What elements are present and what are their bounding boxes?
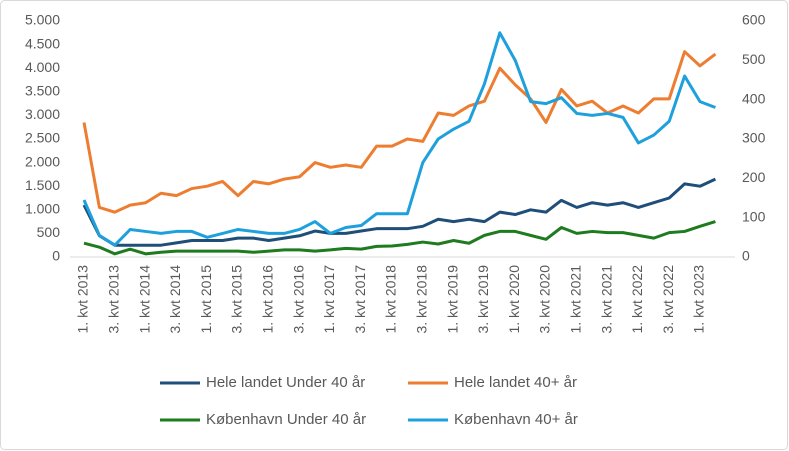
x-tick-label: 3. kvt 2014 — [167, 265, 183, 334]
x-tick-label: 3. kvt 2016 — [290, 265, 306, 334]
y-tick-label: 0 — [52, 248, 60, 264]
x-tick-label: 1. kvt 2018 — [383, 265, 399, 334]
legend-label: Hele landet Under 40 år — [206, 374, 365, 391]
y-tick-label: 1.000 — [25, 201, 60, 217]
x-tick-label: 1. kvt 2014 — [136, 265, 152, 334]
y2-tick-label: 500 — [742, 51, 766, 67]
x-tick-label: 1. kvt 2023 — [691, 265, 707, 334]
y-tick-label: 4.000 — [25, 59, 60, 75]
x-tick-label: 3. kvt 2018 — [414, 265, 430, 334]
y-tick-label: 2.500 — [25, 130, 60, 146]
x-tick-label: 1. kvt 2021 — [568, 265, 584, 334]
series-line — [82, 177, 717, 247]
x-tick-label: 1. kvt 2013 — [75, 265, 91, 334]
y-tick-label: 1.500 — [25, 177, 60, 193]
series-line — [82, 31, 716, 247]
y2-tick-label: 100 — [742, 208, 766, 224]
x-tick-label: 1. kvt 2022 — [629, 265, 645, 334]
x-tick-label: 1. kvt 2020 — [506, 265, 522, 334]
legend-label: Hele landet 40+ år — [454, 374, 577, 391]
y-tick-label: 2.000 — [25, 153, 60, 169]
y-tick-label: 5.000 — [25, 12, 60, 28]
x-tick-label: 3. kvt 2017 — [352, 265, 368, 334]
x-tick-label: 1. kvt 2019 — [444, 265, 460, 334]
y2-tick-label: 400 — [742, 90, 766, 106]
y-tick-label: 500 — [37, 224, 61, 240]
x-tick-label: 3. kvt 2020 — [537, 265, 553, 334]
x-tick-label: 3. kvt 2015 — [229, 265, 245, 334]
y-tick-label: 4.500 — [25, 35, 60, 51]
x-tick-label: 1. kvt 2015 — [198, 265, 214, 334]
x-tick-label: 3. kvt 2013 — [106, 265, 122, 334]
y2-tick-label: 0 — [742, 248, 750, 264]
y2-tick-label: 600 — [742, 12, 766, 28]
y-tick-label: 3.000 — [25, 106, 60, 122]
x-tick-label: 3. kvt 2021 — [598, 265, 614, 334]
series-line — [83, 220, 716, 256]
x-tick-label: 1. kvt 2016 — [260, 265, 276, 334]
legend-label: København 40+ år — [454, 411, 578, 428]
y2-tick-label: 300 — [742, 130, 766, 146]
x-tick-label: 3. kvt 2019 — [475, 265, 491, 334]
x-tick-label: 1. kvt 2017 — [321, 265, 337, 334]
y2-tick-label: 200 — [742, 169, 766, 185]
x-tick-label: 3. kvt 2022 — [660, 265, 676, 334]
series-line — [82, 50, 717, 214]
y-tick-label: 3.500 — [25, 83, 60, 99]
legend-label: København Under 40 år — [206, 411, 366, 428]
